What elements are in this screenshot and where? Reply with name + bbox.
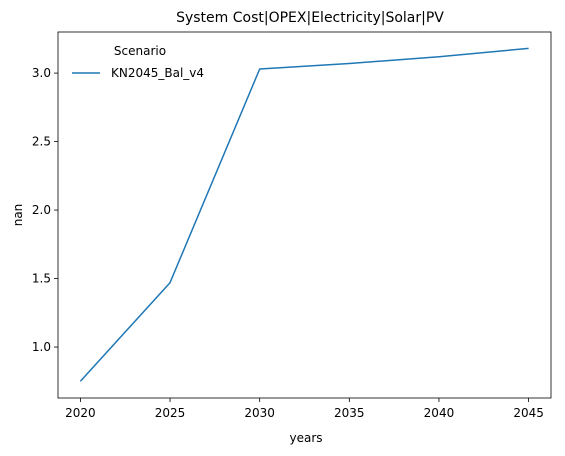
y-tick-label: 1.0 xyxy=(32,340,51,354)
series-line-0 xyxy=(79,47,529,382)
x-tick-label: 2045 xyxy=(513,406,544,420)
x-tick-label: 2040 xyxy=(424,406,455,420)
y-axis: 1.0 1.5 2.0 2.5 3.0 xyxy=(32,66,58,354)
y-axis-label: nan xyxy=(11,204,25,227)
legend-title: Scenario xyxy=(114,44,166,58)
legend-label: KN2045_Bal_v4 xyxy=(111,66,204,80)
series-layer xyxy=(79,47,529,382)
legend: Scenario KN2045_Bal_v4 xyxy=(72,44,204,80)
x-tick-label: 2020 xyxy=(65,406,96,420)
x-axis-label: years xyxy=(289,431,322,445)
plot-area-frame xyxy=(57,31,552,399)
x-tick-label: 2030 xyxy=(244,406,275,420)
y-tick-label: 3.0 xyxy=(32,66,51,80)
y-tick-label: 1.5 xyxy=(32,272,51,286)
y-tick-label: 2.5 xyxy=(32,135,51,149)
x-tick-label: 2035 xyxy=(334,406,365,420)
x-axis: 2020 2025 2030 2035 2040 2045 xyxy=(65,398,544,420)
chart-title: System Cost|OPEX|Electricity|Solar|PV xyxy=(176,10,444,26)
y-tick-label: 2.0 xyxy=(32,203,51,217)
x-tick-label: 2025 xyxy=(155,406,186,420)
